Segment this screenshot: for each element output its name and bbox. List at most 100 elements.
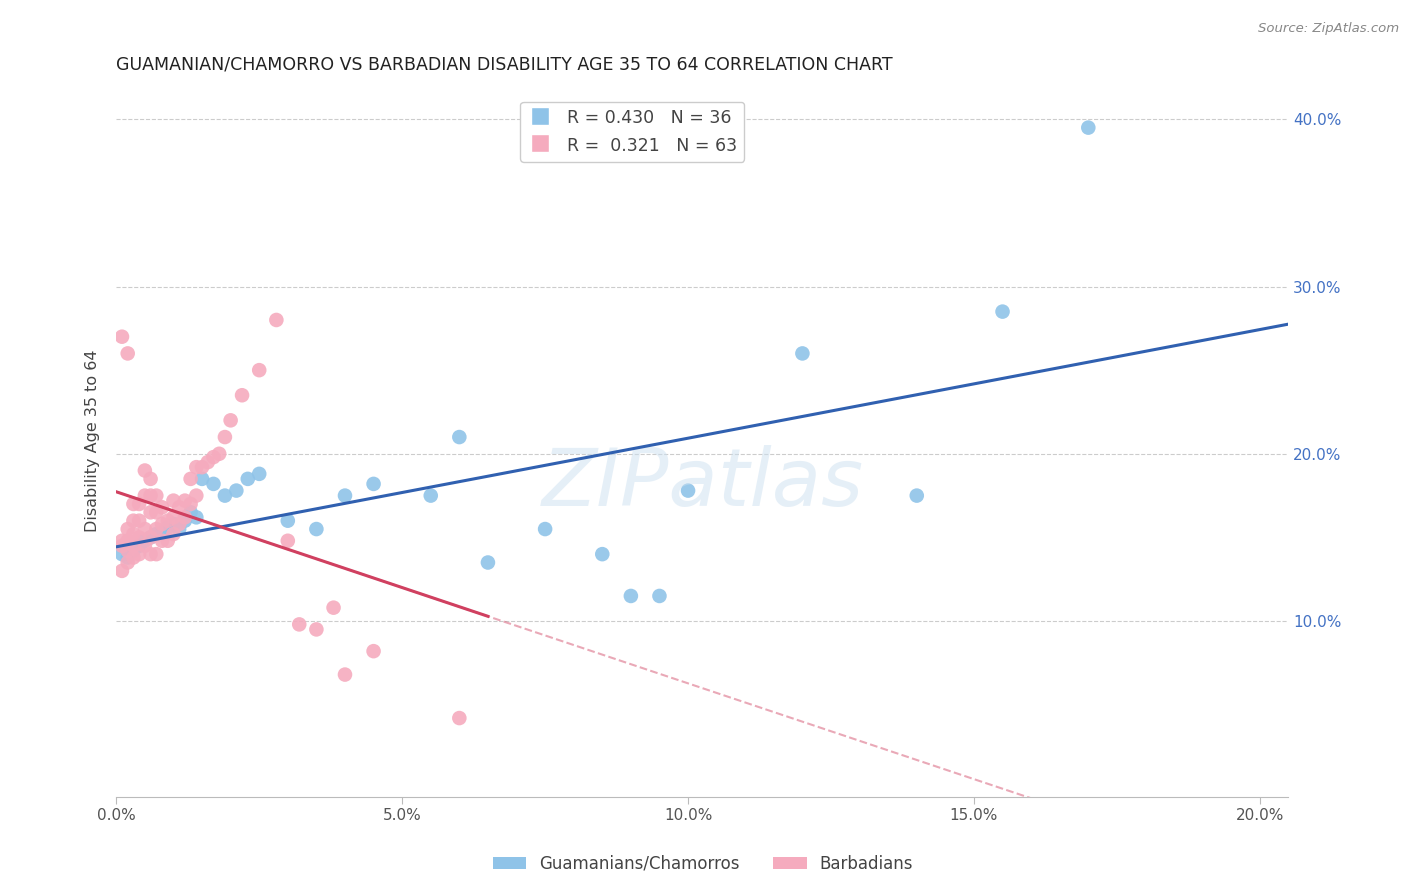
Point bbox=[180, 472, 202, 486]
Point bbox=[419, 489, 441, 503]
Point bbox=[162, 516, 184, 531]
Point bbox=[219, 413, 242, 427]
Point bbox=[150, 516, 173, 531]
Point bbox=[128, 530, 150, 544]
Point bbox=[277, 514, 299, 528]
Point bbox=[150, 525, 173, 540]
Point bbox=[162, 510, 184, 524]
Point bbox=[145, 489, 167, 503]
Point bbox=[134, 533, 156, 548]
Point bbox=[117, 556, 139, 570]
Point bbox=[208, 447, 231, 461]
Point bbox=[305, 623, 328, 637]
Point bbox=[145, 547, 167, 561]
Point bbox=[134, 539, 156, 553]
Point bbox=[231, 388, 253, 402]
Point bbox=[128, 539, 150, 553]
Point bbox=[225, 483, 247, 498]
Point bbox=[477, 556, 499, 570]
Point bbox=[122, 550, 145, 565]
Point bbox=[111, 329, 134, 343]
Point bbox=[145, 522, 167, 536]
Point bbox=[322, 600, 344, 615]
Point bbox=[676, 483, 699, 498]
Point bbox=[167, 522, 190, 536]
Point bbox=[150, 500, 173, 515]
Point bbox=[214, 489, 236, 503]
Point bbox=[173, 493, 195, 508]
Point bbox=[122, 539, 145, 553]
Point bbox=[122, 497, 145, 511]
Point bbox=[134, 489, 156, 503]
Point bbox=[122, 543, 145, 558]
Point bbox=[156, 533, 179, 548]
Point bbox=[277, 533, 299, 548]
Text: ZIPatlas: ZIPatlas bbox=[541, 445, 863, 523]
Point bbox=[167, 500, 190, 515]
Point bbox=[648, 589, 671, 603]
Point bbox=[128, 497, 150, 511]
Point bbox=[186, 460, 208, 475]
Point bbox=[247, 467, 270, 481]
Point bbox=[180, 505, 202, 519]
Point bbox=[1077, 120, 1099, 135]
Point bbox=[156, 520, 179, 534]
Point bbox=[134, 463, 156, 477]
Point bbox=[139, 489, 162, 503]
Point bbox=[139, 472, 162, 486]
Text: Source: ZipAtlas.com: Source: ZipAtlas.com bbox=[1258, 22, 1399, 36]
Point bbox=[128, 547, 150, 561]
Point bbox=[162, 527, 184, 541]
Point bbox=[214, 430, 236, 444]
Point bbox=[197, 455, 219, 469]
Point bbox=[128, 514, 150, 528]
Point bbox=[186, 489, 208, 503]
Point bbox=[288, 617, 311, 632]
Point bbox=[449, 430, 471, 444]
Point bbox=[991, 304, 1014, 318]
Legend: Guamanians/Chamorros, Barbadians: Guamanians/Chamorros, Barbadians bbox=[486, 848, 920, 880]
Point bbox=[162, 493, 184, 508]
Y-axis label: Disability Age 35 to 64: Disability Age 35 to 64 bbox=[86, 350, 100, 533]
Point bbox=[145, 527, 167, 541]
Point bbox=[111, 533, 134, 548]
Point bbox=[236, 472, 259, 486]
Point bbox=[905, 489, 928, 503]
Point bbox=[333, 489, 356, 503]
Point bbox=[117, 550, 139, 565]
Point bbox=[449, 711, 471, 725]
Point bbox=[191, 460, 214, 475]
Point bbox=[156, 514, 179, 528]
Point bbox=[202, 450, 225, 464]
Point bbox=[150, 533, 173, 548]
Point bbox=[591, 547, 613, 561]
Point bbox=[111, 547, 134, 561]
Point bbox=[202, 476, 225, 491]
Point bbox=[139, 547, 162, 561]
Point bbox=[117, 522, 139, 536]
Point bbox=[139, 530, 162, 544]
Point bbox=[122, 527, 145, 541]
Point bbox=[266, 313, 288, 327]
Point bbox=[139, 505, 162, 519]
Point bbox=[180, 497, 202, 511]
Text: GUAMANIAN/CHAMORRO VS BARBADIAN DISABILITY AGE 35 TO 64 CORRELATION CHART: GUAMANIAN/CHAMORRO VS BARBADIAN DISABILI… bbox=[117, 55, 893, 73]
Point bbox=[117, 346, 139, 360]
Point bbox=[620, 589, 643, 603]
Point bbox=[363, 644, 385, 658]
Point bbox=[186, 510, 208, 524]
Point bbox=[792, 346, 814, 360]
Point bbox=[111, 564, 134, 578]
Point bbox=[333, 667, 356, 681]
Point bbox=[111, 539, 134, 553]
Point bbox=[145, 505, 167, 519]
Point bbox=[173, 510, 195, 524]
Point bbox=[139, 530, 162, 544]
Point bbox=[305, 522, 328, 536]
Point bbox=[117, 543, 139, 558]
Point bbox=[363, 476, 385, 491]
Point bbox=[173, 514, 195, 528]
Point bbox=[167, 516, 190, 531]
Point bbox=[191, 472, 214, 486]
Point bbox=[122, 514, 145, 528]
